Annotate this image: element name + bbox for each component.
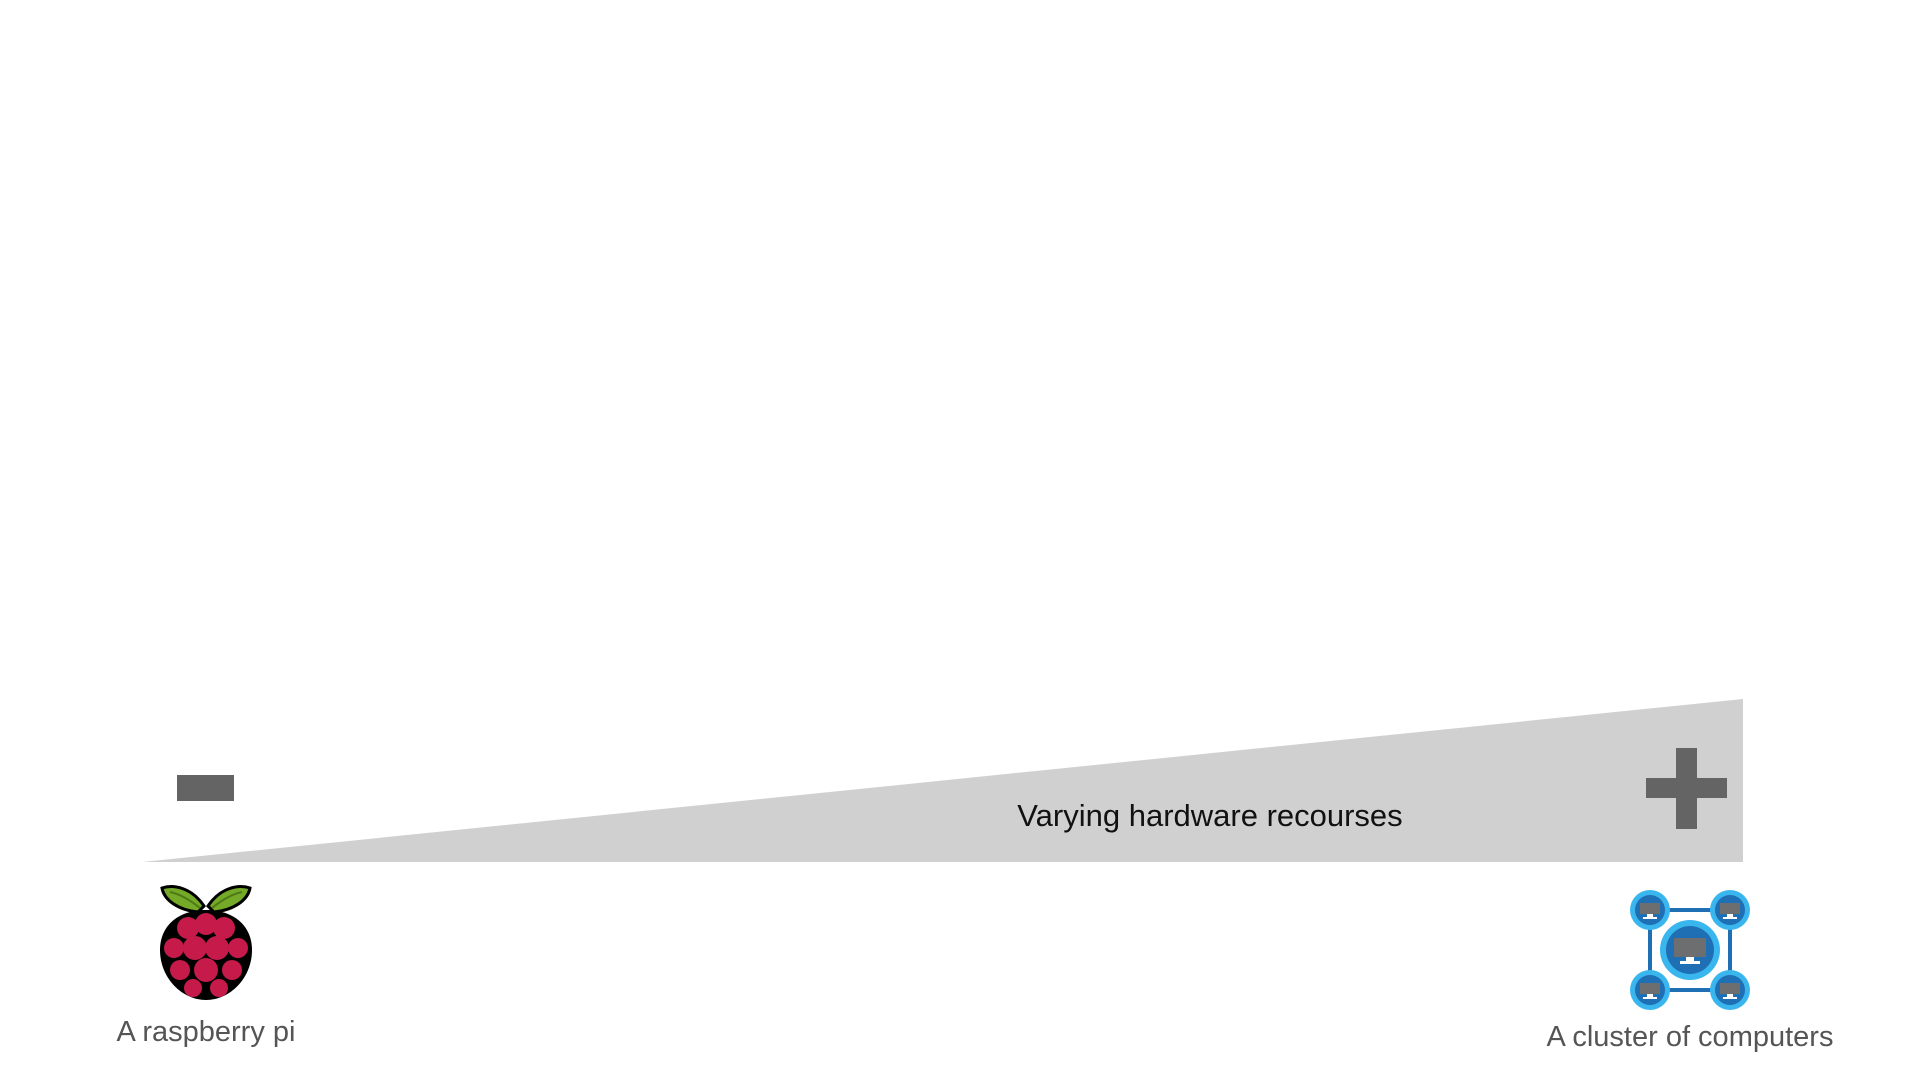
computer-cluster-icon <box>1628 888 1752 1012</box>
raspberry-pi-icon <box>156 880 256 1004</box>
wedge-shape <box>142 699 1743 862</box>
computer-cluster-caption: A cluster of computers <box>1546 1021 1834 1053</box>
minus-icon <box>177 775 234 801</box>
raspberry-pi-caption: A raspberry pi <box>116 1016 296 1048</box>
plus-icon <box>1646 748 1727 829</box>
wedge-label: Varying hardware recourses <box>1017 798 1403 833</box>
